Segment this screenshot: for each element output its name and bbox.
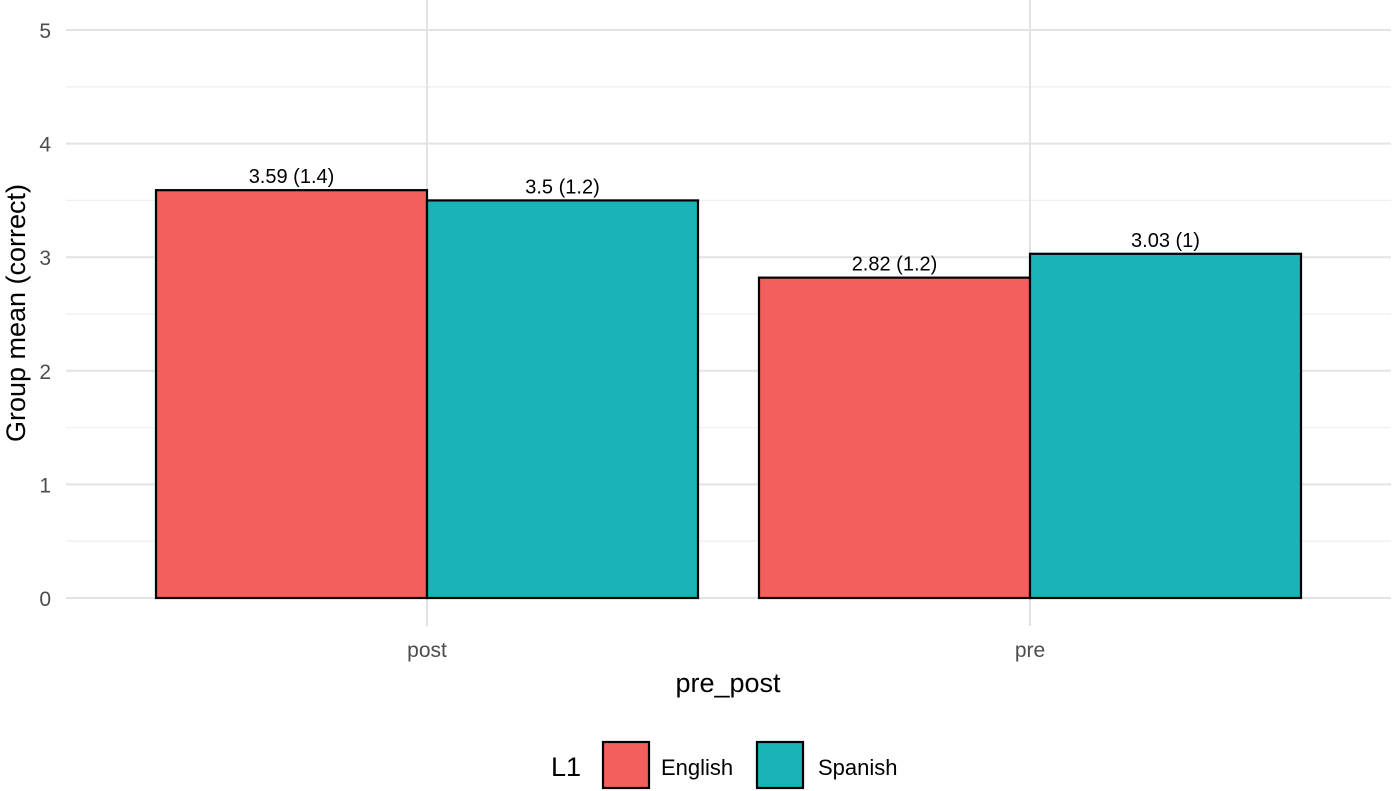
y-tick-label: 1 bbox=[39, 474, 51, 497]
y-tick-label: 5 bbox=[39, 20, 51, 43]
bar-spanish-post bbox=[425, 199, 700, 600]
bar-data-label: 2.82 (1.2) bbox=[852, 254, 938, 276]
legend-label-spanish: Spanish bbox=[818, 755, 898, 780]
bar-data-label: 3.5 (1.2) bbox=[525, 176, 599, 198]
x-axis-ticks: post pre bbox=[407, 639, 1045, 662]
legend-title: L1 bbox=[551, 752, 581, 782]
legend-key-english bbox=[601, 740, 651, 790]
bar-data-label: 3.59 (1.4) bbox=[249, 166, 335, 188]
bar-labels: 3.59 (1.4) 2.82 (1.2) 3.5 (1.2) 3.03 (1) bbox=[249, 166, 1200, 275]
x-tick-label: pre bbox=[1015, 639, 1045, 662]
y-axis-title: Group mean (correct) bbox=[1, 184, 31, 442]
y-tick-label: 3 bbox=[39, 247, 51, 270]
legend: L1 English Spanish bbox=[551, 740, 898, 790]
y-tick-label: 4 bbox=[39, 134, 51, 157]
y-tick-label: 0 bbox=[39, 588, 51, 611]
legend-label-english: English bbox=[661, 755, 733, 780]
x-tick-label: post bbox=[407, 639, 447, 662]
x-axis-title: pre_post bbox=[675, 668, 781, 698]
bar-data-label: 3.03 (1) bbox=[1131, 230, 1200, 252]
y-axis-ticks: 0 1 2 3 4 5 bbox=[39, 20, 51, 611]
bar-spanish-pre bbox=[1028, 252, 1303, 600]
bars bbox=[154, 189, 1303, 600]
bar-english-pre bbox=[757, 276, 1032, 600]
bar-english-post bbox=[154, 189, 429, 600]
y-tick-label: 2 bbox=[39, 361, 51, 384]
legend-key-spanish bbox=[755, 740, 805, 790]
